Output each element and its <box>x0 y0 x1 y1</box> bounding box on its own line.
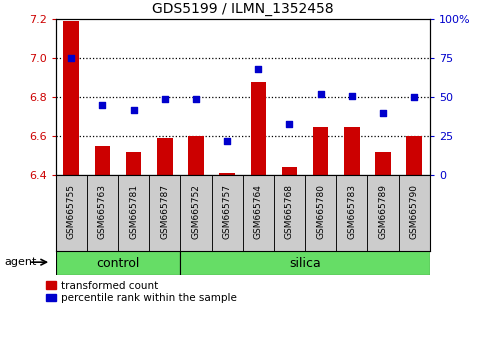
Point <box>317 91 325 97</box>
Title: GDS5199 / ILMN_1352458: GDS5199 / ILMN_1352458 <box>152 2 334 16</box>
Bar <box>282 167 298 175</box>
Bar <box>149 175 180 251</box>
Bar <box>375 152 391 175</box>
Bar <box>188 136 204 175</box>
Text: GSM665752: GSM665752 <box>191 184 200 239</box>
Bar <box>56 175 87 251</box>
Text: GSM665790: GSM665790 <box>410 184 419 239</box>
Bar <box>212 175 242 251</box>
Bar <box>344 127 360 175</box>
Bar <box>180 175 212 251</box>
Text: GSM665755: GSM665755 <box>67 184 76 239</box>
Text: GSM665787: GSM665787 <box>160 184 169 239</box>
Point <box>161 96 169 102</box>
Bar <box>56 251 180 275</box>
Bar <box>219 173 235 175</box>
Bar <box>368 175 398 251</box>
Point <box>129 107 137 113</box>
Point <box>348 93 356 99</box>
Point <box>223 138 231 144</box>
Text: GSM665781: GSM665781 <box>129 184 138 239</box>
Bar <box>126 152 142 175</box>
Legend: transformed count, percentile rank within the sample: transformed count, percentile rank withi… <box>46 281 237 303</box>
Point <box>99 102 106 108</box>
Bar <box>407 136 422 175</box>
Bar <box>336 175 368 251</box>
Bar <box>305 175 336 251</box>
Text: GSM665780: GSM665780 <box>316 184 325 239</box>
Text: GSM665789: GSM665789 <box>379 184 387 239</box>
Bar <box>398 175 430 251</box>
Text: GSM665763: GSM665763 <box>98 184 107 239</box>
Point <box>285 121 293 127</box>
Bar <box>118 175 149 251</box>
Point <box>379 110 387 116</box>
Text: GSM665768: GSM665768 <box>285 184 294 239</box>
Text: silica: silica <box>289 257 321 270</box>
Bar <box>87 175 118 251</box>
Text: GSM665783: GSM665783 <box>347 184 356 239</box>
Bar <box>242 175 274 251</box>
Bar <box>180 251 430 275</box>
Point <box>255 67 262 72</box>
Bar <box>63 21 79 175</box>
Point <box>192 96 200 102</box>
Bar <box>251 82 266 175</box>
Bar <box>95 146 110 175</box>
Text: GSM665764: GSM665764 <box>254 184 263 239</box>
Text: GSM665757: GSM665757 <box>223 184 232 239</box>
Text: control: control <box>96 257 140 270</box>
Text: agent: agent <box>4 257 37 267</box>
Bar <box>157 138 172 175</box>
Point <box>67 56 75 61</box>
Bar <box>313 127 328 175</box>
Point <box>411 95 418 100</box>
Bar <box>274 175 305 251</box>
